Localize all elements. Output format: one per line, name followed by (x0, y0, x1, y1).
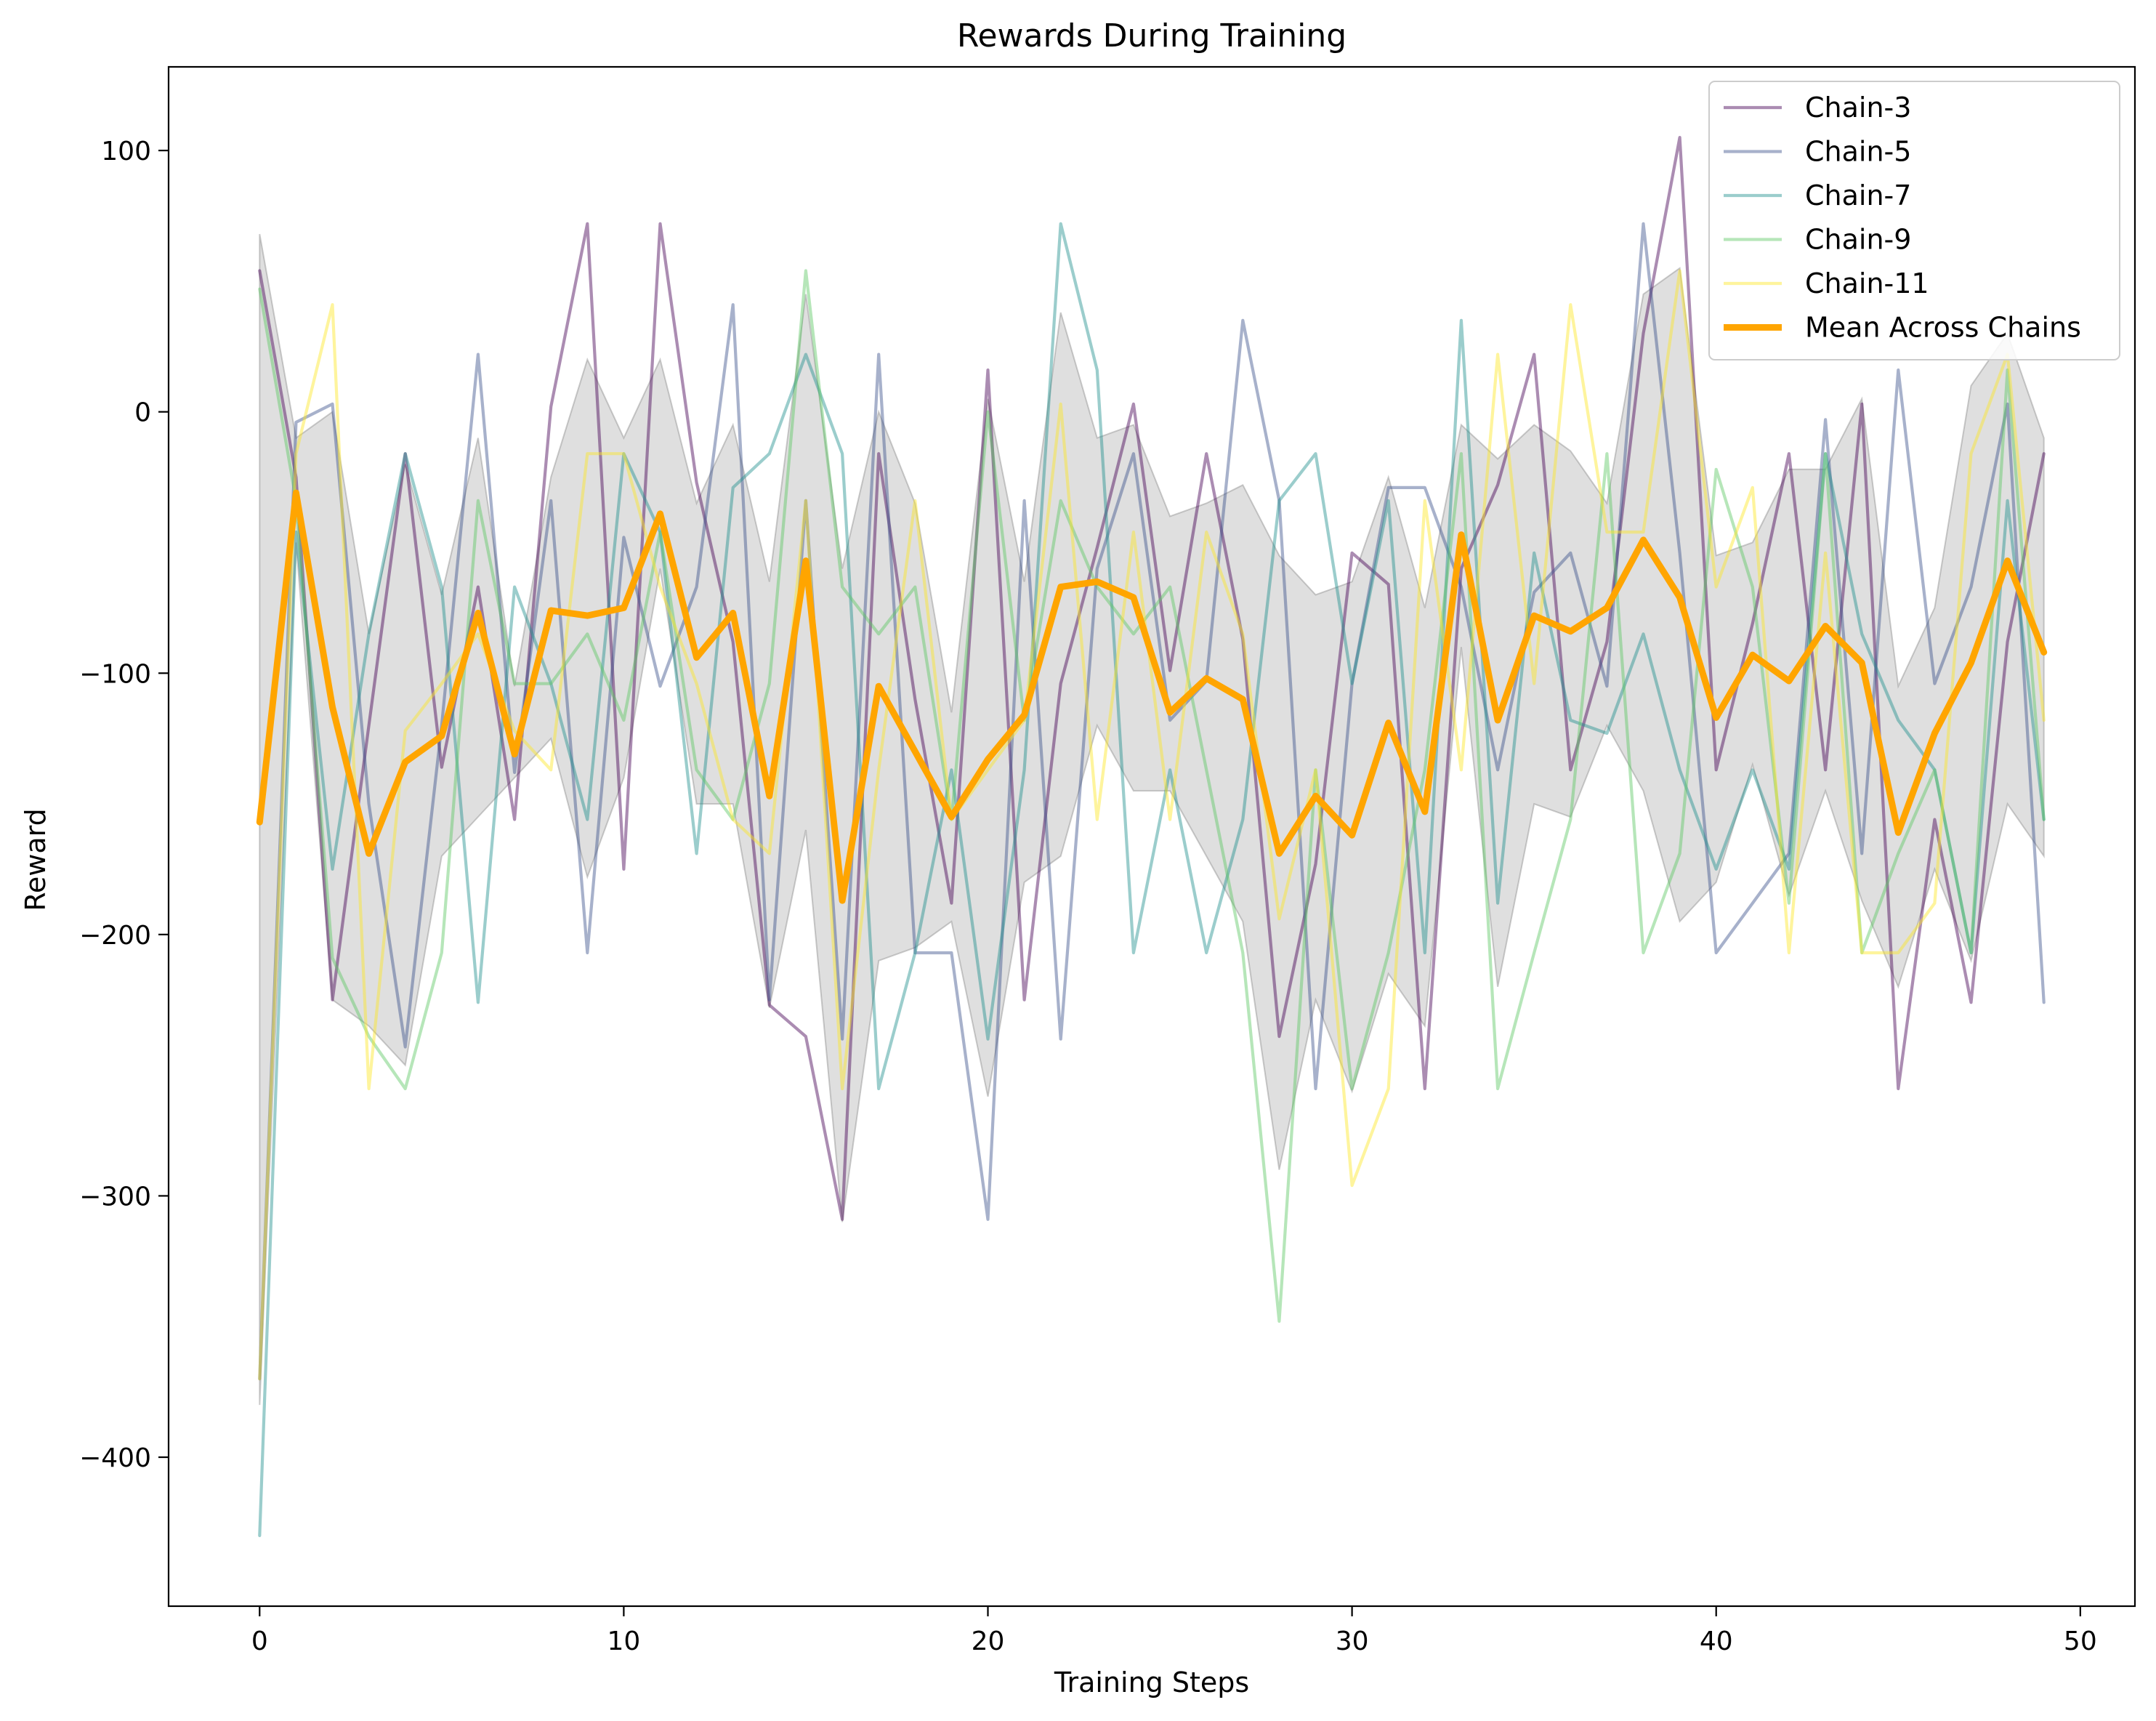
legend-label-chain-3: Chain-3 (1805, 92, 1911, 124)
x-axis-title: Training Steps (1054, 1666, 1249, 1698)
x-tick-label: 30 (1336, 1627, 1369, 1656)
x-tick-label: 20 (972, 1627, 1005, 1656)
x-tick-label: 0 (251, 1627, 268, 1656)
y-tick-label: −300 (79, 1182, 151, 1212)
series-line-chain-5 (258, 222, 2046, 1381)
y-tick-label: −200 (79, 921, 151, 951)
series-line-chain-7 (258, 222, 2046, 1537)
legend-label-chain-9: Chain-9 (1805, 224, 1911, 256)
series-line-chain-11 (258, 269, 2046, 1381)
y-tick-label: 100 (101, 137, 151, 166)
chart-title: Rewards During Training (957, 17, 1347, 55)
legend-label-chain-7: Chain-7 (1805, 180, 1911, 211)
y-axis: 100 0 −100 −200 −300 −400 (79, 137, 169, 1473)
legend: Chain-3 Chain-5 Chain-7 Chain-9 Chain-11 Mean… (1708, 81, 2120, 360)
y-axis-title: Reward (20, 808, 52, 911)
x-tick-label: 50 (2064, 1627, 2097, 1656)
legend-label-chain-5: Chain-5 (1805, 136, 1911, 168)
legend-label-chain-11: Chain-11 (1805, 267, 1929, 299)
series-line-mean-across-chains (256, 489, 2048, 904)
y-tick-label: 0 (134, 398, 151, 428)
x-tick-label: 10 (607, 1627, 640, 1656)
std-band (259, 233, 2045, 1406)
plot-area (256, 136, 2048, 1537)
plot-frame (167, 65, 2136, 1608)
y-tick-label: −100 (79, 659, 151, 689)
y-tick-label: −400 (79, 1443, 151, 1473)
series-line-chain-9 (258, 269, 2046, 1323)
x-axis: 0 10 20 30 40 50 (251, 1606, 2097, 1656)
series-line-chain-3 (258, 136, 2046, 1221)
legend-label-mean-across-chains: Mean Across Chains (1805, 312, 2081, 344)
x-tick-label: 40 (1700, 1627, 1733, 1656)
legend-box (1708, 81, 2120, 360)
